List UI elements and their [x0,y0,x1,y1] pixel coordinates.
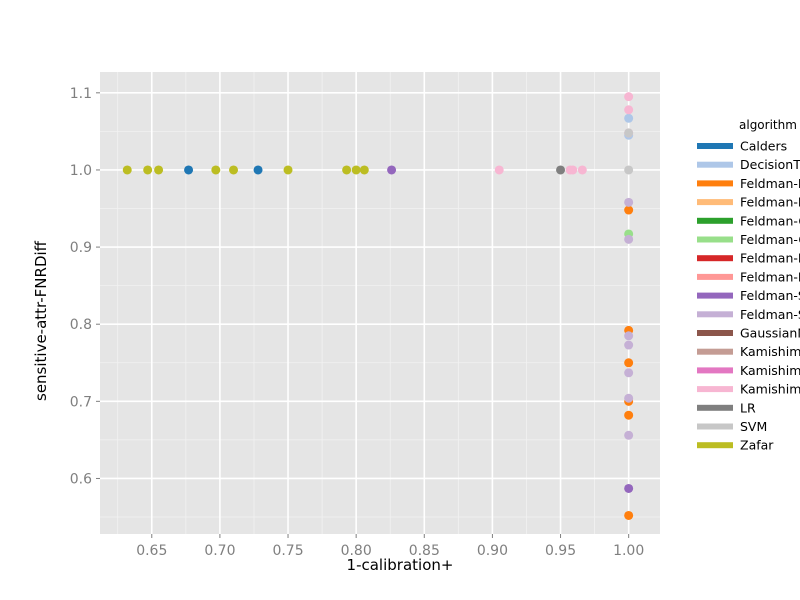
y-axis-ticks: 0.6 0.7 0.8 0.9 1.0 1.1 [70,86,100,487]
data-point [122,165,132,175]
data-point [624,430,634,440]
data-point [283,165,293,175]
legend-label: Feldman-DecisionTree-B [740,195,800,210]
legend-label: Feldman-SVM [740,288,800,303]
legend-swatch [697,442,733,449]
legend-swatch [697,199,733,206]
data-point [154,165,164,175]
data-point [624,197,634,207]
legend-label: Zafar [740,438,774,453]
legend-swatch [697,348,733,355]
x-axis-ticks: 0.65 0.70 0.75 0.80 0.85 0.90 0.95 1.00 [136,534,644,559]
data-point [624,205,634,215]
legend-label: DecisionTree [740,157,800,172]
legend-swatch [697,292,733,299]
legend-label: Feldman-LR-B [740,269,800,284]
data-point [577,165,587,175]
data-points [122,92,634,520]
legend-swatch [697,236,733,243]
data-point [624,105,634,115]
data-point [229,165,239,175]
data-point [359,165,369,175]
x-tick-label: 0.65 [136,543,167,559]
data-point [624,331,634,341]
legend-swatch [697,367,733,374]
y-tick-label: 0.7 [70,394,92,410]
y-tick-label: 1.0 [70,163,92,179]
legend-swatch [697,273,733,280]
legend-label: GaussianNB [740,326,800,341]
legend-label: Feldman-LR [740,251,800,266]
legend-label: Kamishima-B [740,382,800,397]
data-point [624,340,634,350]
data-point [624,128,634,138]
legend-title: algorithm [739,118,797,132]
y-tick-label: 1.1 [70,86,92,102]
x-tick-label: 0.85 [409,543,440,559]
x-axis-title: 1-calibration+ [347,556,454,574]
data-point [624,410,634,420]
x-tick-label: 0.70 [204,543,235,559]
data-point [624,483,634,493]
data-point [568,165,578,175]
legend-swatch [697,255,733,262]
legend-label: Kamishima [740,344,800,359]
data-point [624,165,634,175]
data-point [143,165,153,175]
data-point [342,165,352,175]
legend-swatch [697,161,733,168]
data-point [624,510,634,520]
x-tick-label: 0.95 [545,543,576,559]
data-point [184,165,194,175]
legend: algorithm Calders DecisionTree Feldman-Dec… [697,118,800,453]
data-point [624,234,634,244]
y-tick-label: 0.6 [70,471,92,487]
legend-label: LR [740,400,756,415]
data-point [351,165,361,175]
data-point [624,368,634,378]
data-point [494,165,504,175]
legend-swatch [697,217,733,224]
plot-background [100,72,660,534]
data-point [211,165,221,175]
grid-lines [100,72,660,534]
x-tick-label: 1.00 [613,543,644,559]
data-point [387,165,397,175]
legend-label: Feldman-GaussianNB-B [740,232,800,247]
y-tick-label: 0.9 [70,240,92,256]
legend-swatch [697,330,733,336]
legend-swatch [697,143,733,149]
legend-swatch [697,180,733,187]
data-point [556,165,566,175]
y-axis-title: sensitive-attr-FNRDiff [32,240,50,401]
data-point [624,92,634,102]
legend-label: Feldman-SVM-B [740,307,800,322]
legend-swatch [697,386,733,393]
x-tick-label: 0.80 [341,543,372,559]
legend-label: Feldman-GaussianNB [740,213,800,228]
y-tick-label: 0.8 [70,317,92,333]
x-tick-label: 0.90 [477,543,508,559]
data-point [624,393,634,403]
legend-label: SVM [740,419,767,434]
legend-swatch [697,404,733,411]
legend-label: Feldman-DecisionTree [740,176,800,191]
legend-swatch [697,311,733,318]
legend-swatch [697,423,733,430]
legend-label: Calders [740,139,787,154]
data-point [624,113,634,123]
data-point [253,165,263,175]
data-point [624,358,634,368]
legend-label: Kamishima-accuracy [740,363,800,378]
x-tick-label: 0.75 [272,543,303,559]
